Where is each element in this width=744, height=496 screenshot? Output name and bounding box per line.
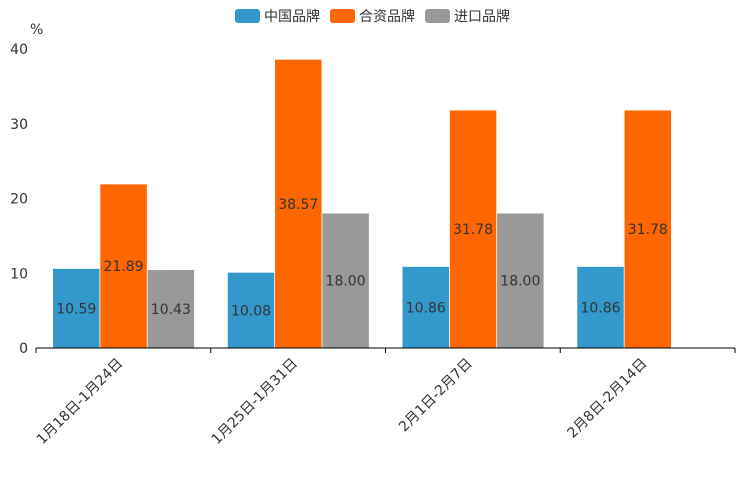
data-label-2-3: 18.00: [326, 274, 366, 290]
x-tick-label: 1月18日-1月24日: [34, 356, 126, 448]
bar-2-3: [322, 213, 369, 348]
bar-2-2: [275, 59, 322, 349]
data-label-1-1: 10.59: [56, 301, 96, 317]
x-axis: 1月18日-1月24日 1月25日-1月31日 2月1日-2月7日 2月8日-2月14…: [34, 347, 736, 448]
bar-4-2: [624, 110, 672, 348]
data-label-3-1: 10.86: [406, 300, 446, 316]
bar-4-1: [577, 266, 624, 348]
x-tick-label: 2月8日-2月14日: [564, 356, 650, 442]
bar-1-3: [147, 270, 195, 348]
x-tick-label: 1月25日-1月31日: [209, 356, 301, 448]
x-tick-label: 2月1日-2月7日: [396, 356, 476, 436]
bar-3-2: [449, 110, 497, 348]
bars: [53, 59, 672, 349]
bar-2-1: [227, 272, 275, 348]
data-label-4-1: 10.86: [580, 300, 620, 316]
y-tick-label: 40: [10, 42, 28, 58]
bar-1-2: [100, 184, 147, 348]
y-tick-label: 20: [10, 192, 28, 208]
legend-label-2: 合资品牌: [359, 8, 415, 25]
y-axis: 0 10 20 30 40: [10, 42, 28, 357]
y-tick-label: 0: [19, 341, 28, 357]
legend-label-3: 进口品牌: [454, 8, 510, 25]
data-label-4-2: 31.78: [628, 222, 668, 238]
y-tick-label: 30: [10, 117, 28, 133]
y-axis-unit-label: %: [30, 22, 43, 38]
data-label-3-2: 31.78: [453, 222, 493, 238]
bar-3-1: [402, 266, 449, 348]
bar-1-1: [53, 268, 100, 348]
y-tick-label: 10: [10, 266, 28, 282]
data-label-2-1: 10.08: [231, 303, 271, 319]
legend-swatch-3: [425, 9, 450, 23]
legend-swatch-2: [330, 9, 355, 23]
legend-swatch-1: [235, 9, 260, 23]
legend-label-1: 中国品牌: [264, 8, 320, 25]
data-label-1-2: 21.89: [104, 259, 144, 275]
data-label-1-3: 10.43: [151, 302, 191, 318]
data-labels: 10.59 21.89 10.43 10.08 38.57 18.00 10.86 31.78…: [56, 197, 668, 319]
data-label-3-3: 18.00: [500, 274, 540, 290]
legend: 中国品牌 合资品牌 进口品牌: [235, 8, 510, 25]
data-label-2-2: 38.57: [278, 197, 318, 213]
bar-3-3: [497, 213, 544, 348]
